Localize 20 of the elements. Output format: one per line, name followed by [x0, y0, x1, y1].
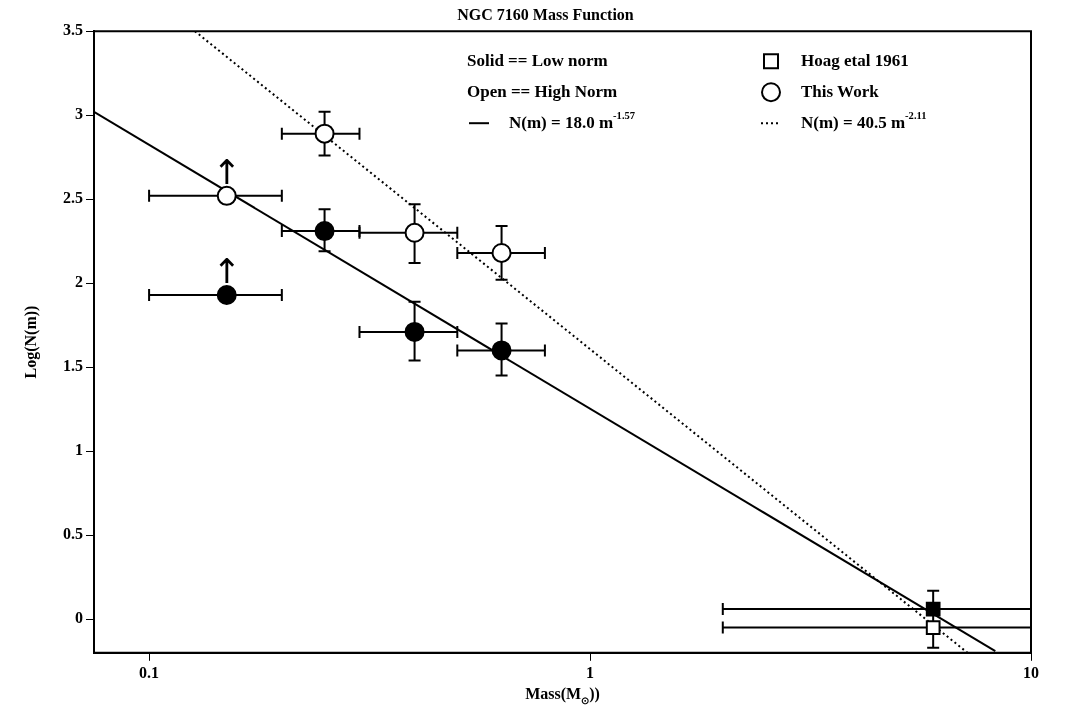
y-tick-label: 3 — [75, 105, 83, 123]
annotation: ↑ — [212, 151, 241, 192]
annotation: ↑ — [212, 250, 241, 291]
y-tick-label: 0.5 — [63, 525, 83, 543]
y-tick-label: 2 — [75, 273, 83, 291]
chart-title: NGC 7160 Mass Function — [457, 5, 634, 23]
y-tick-label: 3.5 — [63, 21, 83, 39]
annotation: Open == High Norm — [467, 81, 618, 101]
x-tick-label: 1 — [586, 663, 595, 681]
y-tick-label: 1 — [75, 441, 83, 459]
annotation: Solid == Low norm — [467, 50, 608, 70]
x-tick-label: 0.1 — [139, 663, 160, 681]
y-tick-label: 2.5 — [63, 189, 83, 207]
legend-label: Hoag etal 1961 — [801, 50, 909, 70]
y-axis-title: Log(N(m)) — [22, 305, 41, 379]
x-axis-title: Mass(M⊙)) — [525, 684, 600, 706]
legend-label: This Work — [801, 81, 880, 101]
y-tick-label: 1.5 — [63, 357, 83, 375]
x-tick-label: 10 — [1023, 663, 1039, 681]
y-tick-label: 0 — [75, 609, 83, 627]
